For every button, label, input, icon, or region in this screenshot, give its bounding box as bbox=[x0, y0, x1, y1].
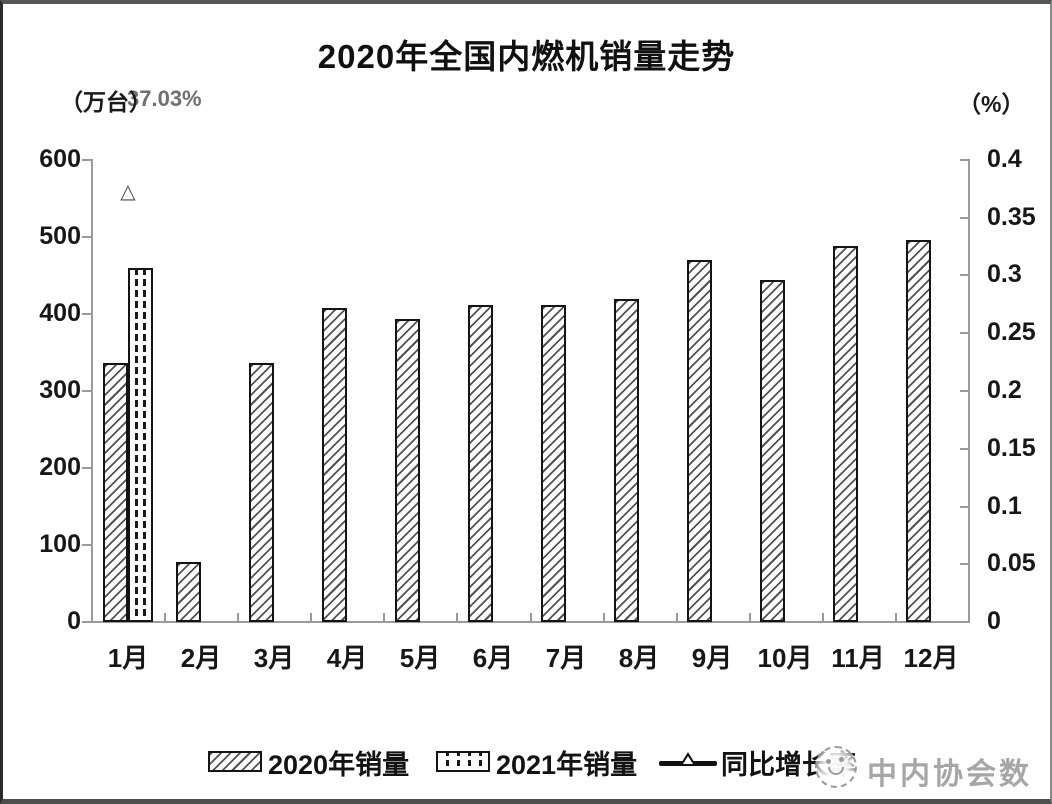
bar-2020年销量-1月 bbox=[103, 363, 128, 622]
right-axis-tick bbox=[960, 506, 969, 508]
right-axis-tick bbox=[960, 274, 969, 276]
y-axis-tick bbox=[82, 544, 92, 546]
right-axis-tick-label: 0.4 bbox=[987, 145, 1022, 173]
x-axis-tick bbox=[164, 613, 166, 621]
growth-data-label: 37.03% bbox=[127, 86, 202, 111]
y-axis-tick-label: 500 bbox=[39, 222, 81, 250]
chart-title: 2020年全国内燃机销量走势 bbox=[317, 38, 736, 75]
right-axis-unit: （%） bbox=[958, 91, 1025, 117]
bar-2020年销量-12月 bbox=[906, 240, 931, 622]
y-axis-tick bbox=[82, 621, 92, 623]
x-axis-category-label: 8月 bbox=[618, 643, 660, 673]
y-axis-left bbox=[91, 159, 93, 621]
bar-2020年销量-3月 bbox=[249, 363, 274, 622]
legend-label-2021: 2021年销量 bbox=[496, 750, 638, 780]
y-axis-tick bbox=[82, 159, 92, 161]
bar-2020年销量-10月 bbox=[760, 280, 785, 622]
x-axis-tick bbox=[676, 613, 678, 621]
y-axis-right bbox=[968, 159, 970, 621]
x-axis-category-label: 5月 bbox=[399, 643, 441, 673]
y-axis-tick bbox=[82, 467, 92, 469]
right-axis-tick-label: 0.15 bbox=[987, 434, 1036, 462]
growth-triangle-marker: △ bbox=[120, 181, 136, 203]
legend-label-2020: 2020年销量 bbox=[268, 750, 410, 780]
y-axis-tick-label: 400 bbox=[39, 299, 81, 327]
right-axis-tick bbox=[960, 621, 969, 623]
x-axis-category-label: 7月 bbox=[545, 643, 587, 673]
y-axis-tick-label: 600 bbox=[39, 145, 81, 173]
y-axis-tick bbox=[82, 313, 92, 315]
bar-2021年销量-1月 bbox=[128, 268, 153, 622]
x-axis-tick bbox=[310, 613, 312, 621]
right-axis-tick bbox=[960, 217, 969, 219]
legend-triangle-icon-inner bbox=[683, 756, 693, 764]
y-axis-tick bbox=[82, 390, 92, 392]
right-axis-tick bbox=[960, 563, 969, 565]
legend-swatch-2020 bbox=[208, 751, 262, 772]
right-axis-tick-label: 0.3 bbox=[987, 260, 1022, 288]
x-axis-category-label: 2月 bbox=[180, 643, 222, 673]
y-axis-tick-label: 200 bbox=[39, 453, 81, 481]
bar-2020年销量-8月 bbox=[614, 299, 639, 622]
x-axis-tick bbox=[383, 613, 385, 621]
x-axis-category-label: 3月 bbox=[253, 643, 295, 673]
watermark-logo-eye bbox=[839, 757, 844, 762]
y-axis-tick-label: 100 bbox=[39, 530, 81, 558]
y-axis-tick-label: 0 bbox=[67, 607, 81, 635]
x-axis-tick bbox=[456, 613, 458, 621]
x-axis-tick bbox=[822, 613, 824, 621]
right-axis-tick bbox=[960, 390, 969, 392]
right-axis-tick-label: 0.25 bbox=[987, 318, 1036, 346]
x-axis-category-label: 9月 bbox=[691, 643, 733, 673]
x-axis-category-label: 4月 bbox=[326, 643, 368, 673]
x-axis-category-label: 12月 bbox=[903, 643, 959, 673]
x-axis-category-label: 6月 bbox=[472, 643, 514, 673]
x-axis-tick bbox=[603, 613, 605, 621]
bar-2020年销量-9月 bbox=[687, 260, 712, 622]
right-axis-tick-label: 0 bbox=[987, 607, 1001, 635]
bar-2020年销量-5月 bbox=[395, 319, 420, 622]
x-axis-category-label: 1月 bbox=[107, 643, 149, 673]
x-axis-tick bbox=[530, 613, 532, 621]
right-axis-tick-label: 0.05 bbox=[987, 549, 1036, 577]
x-axis-tick bbox=[749, 613, 751, 621]
right-axis-tick-label: 0.1 bbox=[987, 492, 1022, 520]
watermark-text: 中内协会数据 bbox=[867, 758, 1032, 791]
right-axis-tick-label: 0.2 bbox=[987, 376, 1022, 404]
x-axis-tick bbox=[895, 613, 897, 621]
right-axis-tick-label: 0.35 bbox=[987, 203, 1036, 231]
x-axis-category-label: 11月 bbox=[831, 643, 885, 673]
bar-2020年销量-2月 bbox=[176, 562, 201, 622]
x-axis-tick bbox=[237, 613, 239, 621]
bar-2020年销量-7月 bbox=[541, 305, 566, 622]
right-axis-tick bbox=[960, 448, 969, 450]
right-axis-tick bbox=[960, 159, 969, 161]
right-axis-tick bbox=[960, 332, 969, 334]
legend-swatch-2021 bbox=[436, 751, 490, 772]
y-axis-tick-label: 300 bbox=[39, 376, 81, 404]
bar-2020年销量-11月 bbox=[833, 246, 858, 622]
y-axis-tick bbox=[82, 236, 92, 238]
x-axis-category-label: 10月 bbox=[757, 643, 813, 673]
watermark-logo-eye bbox=[826, 759, 831, 764]
bar-2020年销量-4月 bbox=[322, 308, 347, 622]
left-axis-unit: （万台） bbox=[60, 89, 152, 115]
bar-2020年销量-6月 bbox=[468, 305, 493, 622]
x-axis bbox=[91, 621, 970, 623]
